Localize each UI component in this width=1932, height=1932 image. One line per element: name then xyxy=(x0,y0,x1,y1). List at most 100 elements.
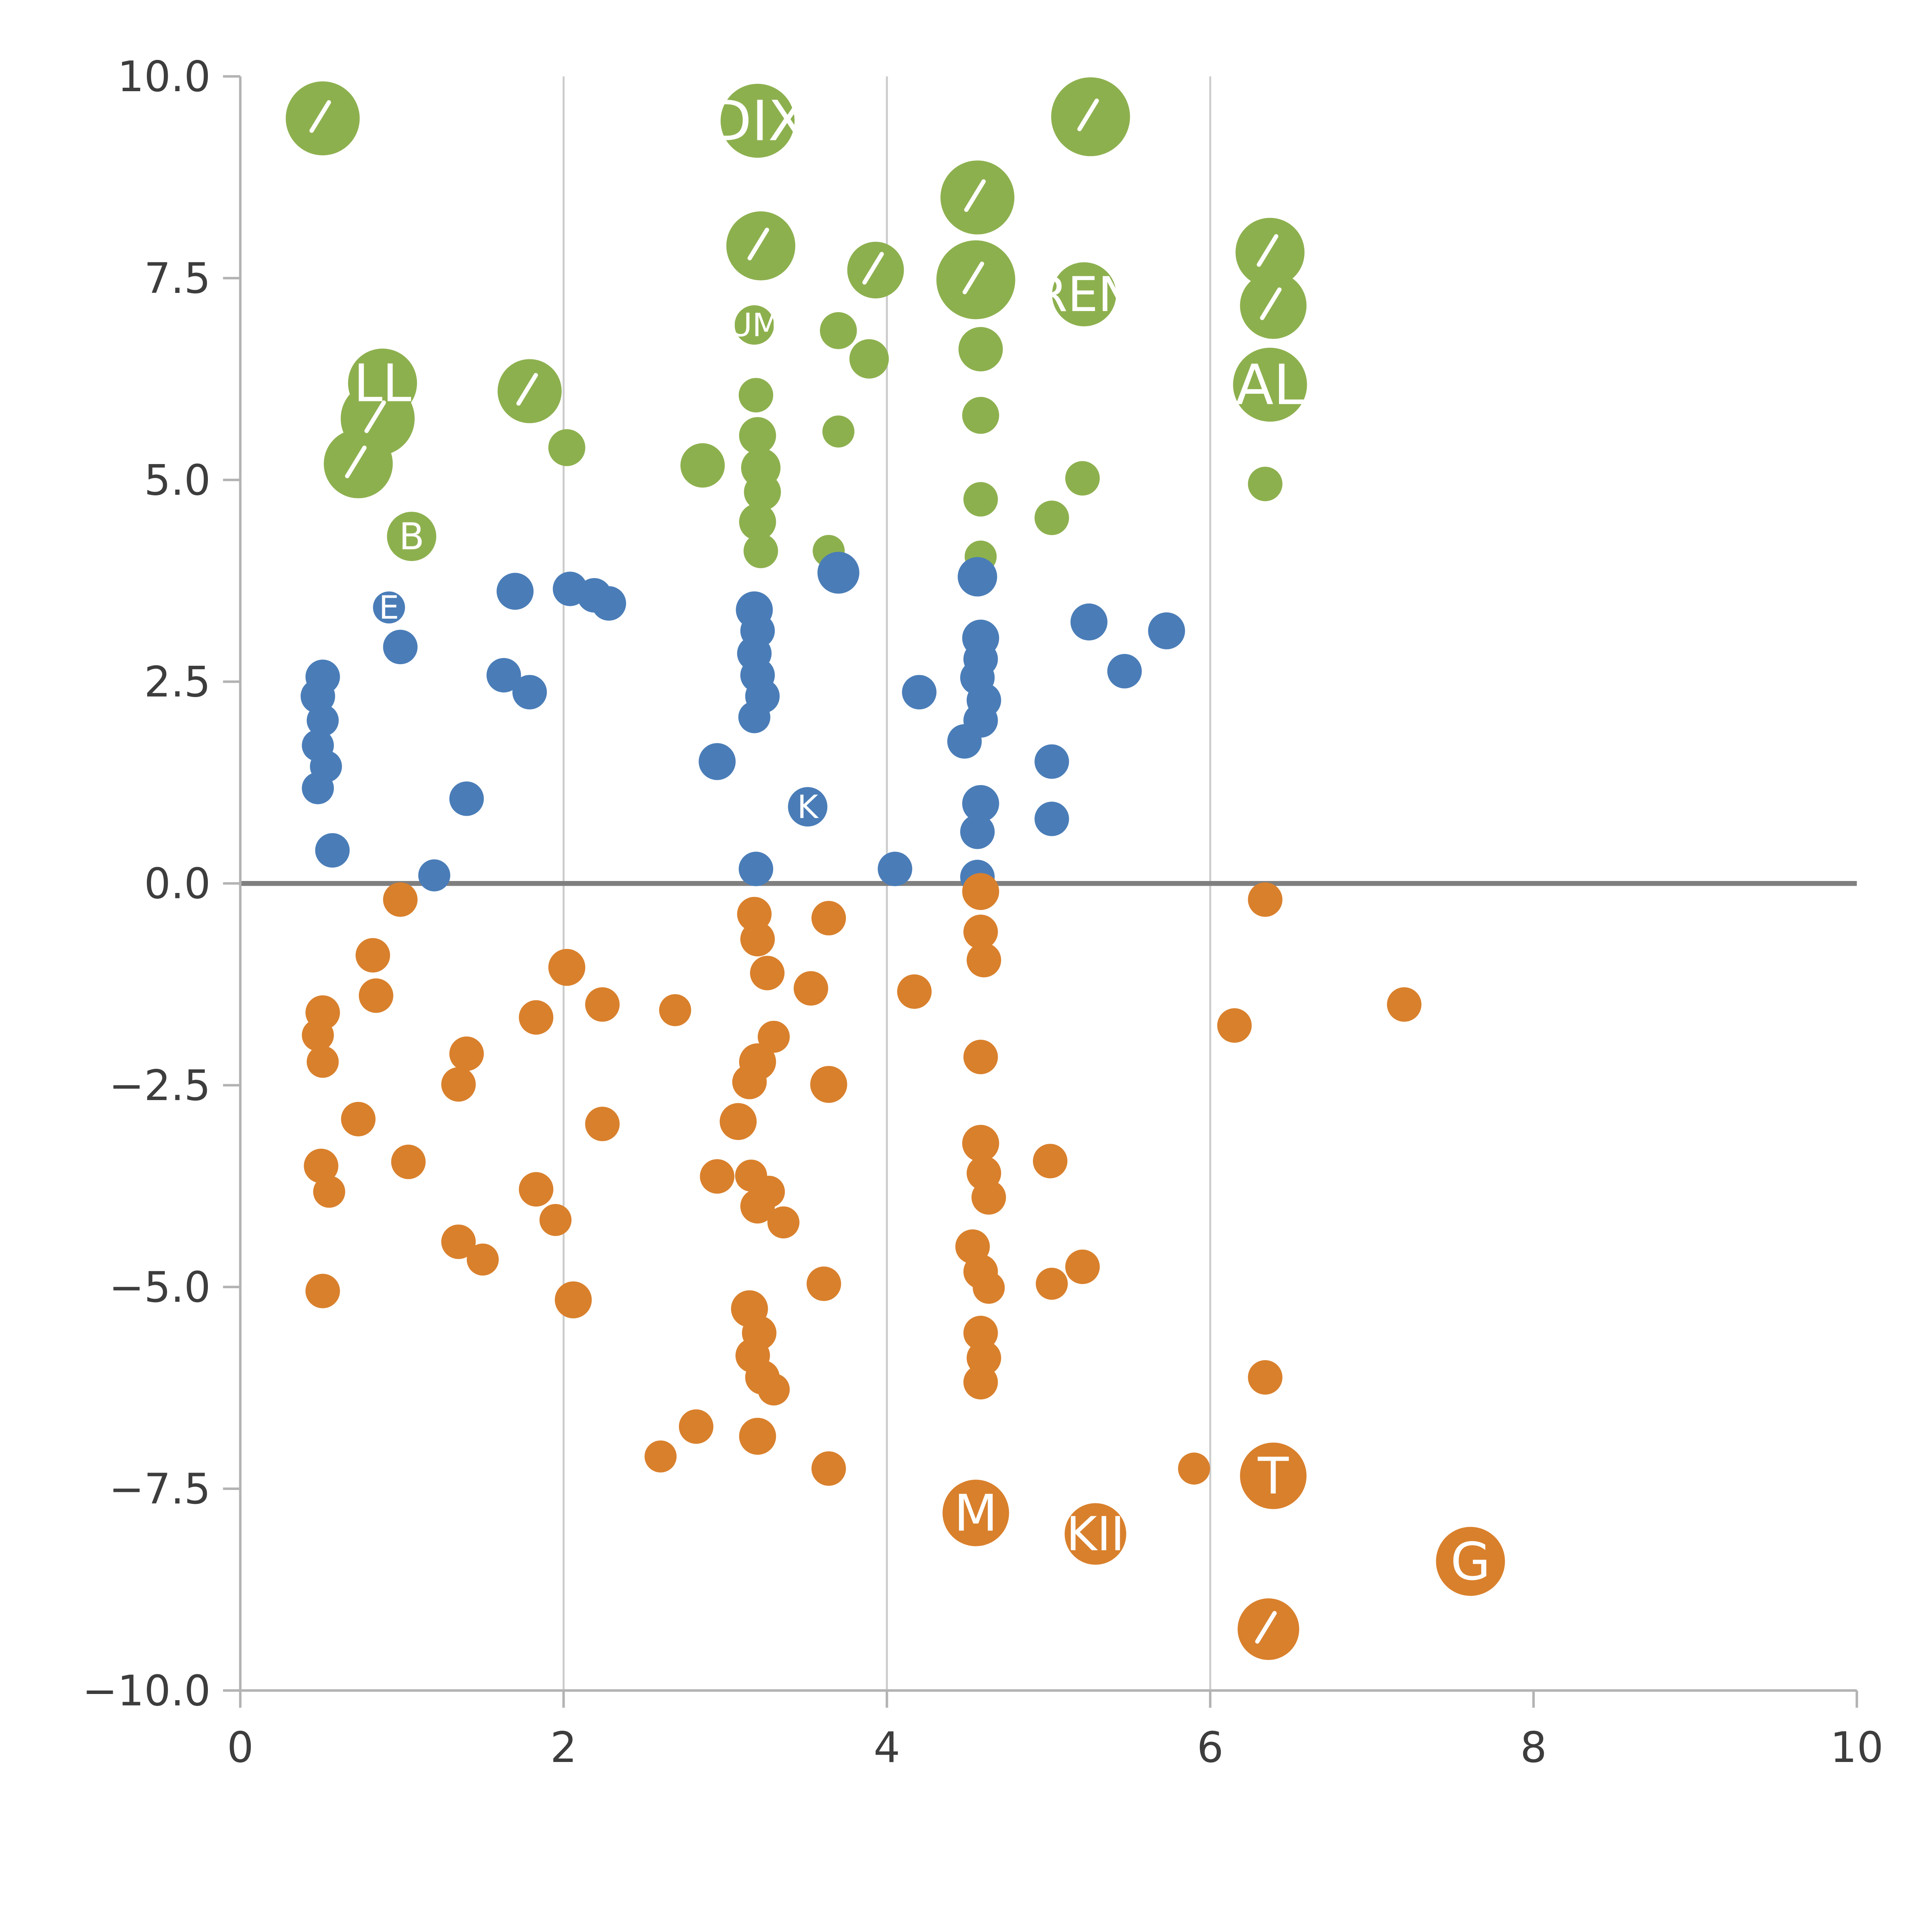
bubble-label-fragment xyxy=(1255,1611,1277,1644)
bubble-blue xyxy=(383,629,418,665)
bubble-orange xyxy=(1248,1360,1282,1395)
bubble-label: AL xyxy=(1236,353,1304,417)
bubble-orange xyxy=(973,1272,1005,1304)
bubble-label: E xyxy=(379,589,399,626)
bubble-green xyxy=(739,417,776,454)
bubble-orange xyxy=(302,1019,334,1051)
bubble-label: G xyxy=(1451,1532,1491,1592)
bubble-green xyxy=(548,429,585,466)
y-tick-label: 10.0 xyxy=(117,52,211,101)
bubble-green xyxy=(735,305,774,345)
bubble-orange xyxy=(1065,1503,1126,1565)
bubble-orange xyxy=(806,1266,841,1301)
bubble-orange xyxy=(679,1409,714,1444)
bubble-green xyxy=(820,312,857,349)
bubble-orange xyxy=(519,1000,554,1035)
bubble-blue xyxy=(1148,612,1185,650)
bubble-green xyxy=(1240,272,1307,339)
bubble-label: REN xyxy=(1034,267,1134,323)
bubble-green xyxy=(387,512,437,561)
x-tick-label: 8 xyxy=(1520,1723,1547,1772)
bubble-orange xyxy=(519,1172,554,1207)
bubble-orange xyxy=(304,1148,338,1184)
bubble-orange xyxy=(700,1159,735,1194)
bubble-orange xyxy=(391,1145,426,1179)
bubble-orange xyxy=(971,1180,1006,1215)
bubble-green xyxy=(1065,461,1100,496)
bubble-orange xyxy=(962,873,999,910)
bubble-orange xyxy=(732,1065,767,1099)
bubble-green xyxy=(940,160,1015,235)
bubble-orange xyxy=(659,994,691,1026)
bubble-blue xyxy=(449,781,484,816)
bubble-label: T xyxy=(1257,1447,1289,1505)
bubble-orange xyxy=(963,1039,998,1075)
bubble-orange xyxy=(942,1480,1009,1546)
bubble-green xyxy=(726,211,796,281)
bubble-orange xyxy=(305,1274,340,1308)
bubble-label-fragment xyxy=(747,228,769,260)
bubble-blue xyxy=(1034,801,1069,836)
bubble-blue xyxy=(418,859,451,891)
bubble-orange xyxy=(1178,1452,1210,1485)
data-points xyxy=(286,77,1505,1660)
bubble-blue xyxy=(962,785,999,822)
y-tick-label: −10.0 xyxy=(82,1666,211,1715)
bubble-blue xyxy=(497,573,534,610)
bubble-blue xyxy=(699,743,736,780)
bubble-orange xyxy=(441,1067,476,1102)
bubble-blue xyxy=(306,704,339,736)
bubble-green xyxy=(822,415,855,448)
bubble-label: KII xyxy=(1066,1507,1125,1561)
bubble-orange xyxy=(811,901,846,935)
bubble-orange xyxy=(1036,1267,1068,1300)
bubble-orange xyxy=(757,1373,790,1406)
bubble-green xyxy=(847,242,904,299)
bubble-orange xyxy=(963,1365,998,1400)
bubble-orange xyxy=(757,1020,790,1053)
bubble-orange xyxy=(1436,1527,1505,1596)
bubble-green xyxy=(286,81,360,155)
bubble-green xyxy=(323,429,393,498)
bubble-green xyxy=(958,327,1003,372)
bubble-orange xyxy=(1240,1442,1307,1509)
bubble-label-fragment xyxy=(1077,99,1099,131)
bubble-orange xyxy=(466,1243,499,1276)
bubble-label: DIX xyxy=(709,89,806,153)
bubble-orange xyxy=(1217,1008,1252,1043)
bubble-label-fragment xyxy=(1260,287,1282,320)
bubble-label-fragment xyxy=(345,446,367,478)
bubble-orange xyxy=(383,882,418,917)
bubble-orange xyxy=(341,1102,376,1136)
y-tick-label: 2.5 xyxy=(144,657,211,706)
bubble-blue xyxy=(902,675,937,709)
bubble-label: UM xyxy=(729,306,780,344)
x-tick-label: 2 xyxy=(550,1723,577,1772)
bubble-green xyxy=(1235,218,1305,287)
bubble-orange xyxy=(539,1204,572,1236)
bubble-orange xyxy=(740,922,775,957)
bubble-blue xyxy=(788,787,828,827)
bubble-orange xyxy=(737,897,772,932)
bubble-green xyxy=(936,240,1015,320)
bubble-green xyxy=(497,359,562,423)
bubble-blue xyxy=(1107,654,1142,689)
y-tick-label: 5.0 xyxy=(144,456,211,505)
bubble-green xyxy=(849,339,889,379)
y-tick-label: 0.0 xyxy=(144,859,211,908)
bubble-orange xyxy=(811,1451,846,1486)
bubble-orange xyxy=(966,943,1001,978)
bubble-label-fragment xyxy=(516,373,538,406)
bubble-orange xyxy=(645,1440,677,1473)
y-tick-label: −7.5 xyxy=(109,1464,211,1514)
bubble-orange xyxy=(963,1316,998,1350)
bubble-orange xyxy=(767,1206,799,1239)
bubble-label-fragment xyxy=(862,252,884,285)
bubble-green xyxy=(680,443,725,488)
bubble-blue xyxy=(486,658,521,693)
bubble-blue xyxy=(1070,603,1108,641)
bubble-blue xyxy=(300,679,335,714)
